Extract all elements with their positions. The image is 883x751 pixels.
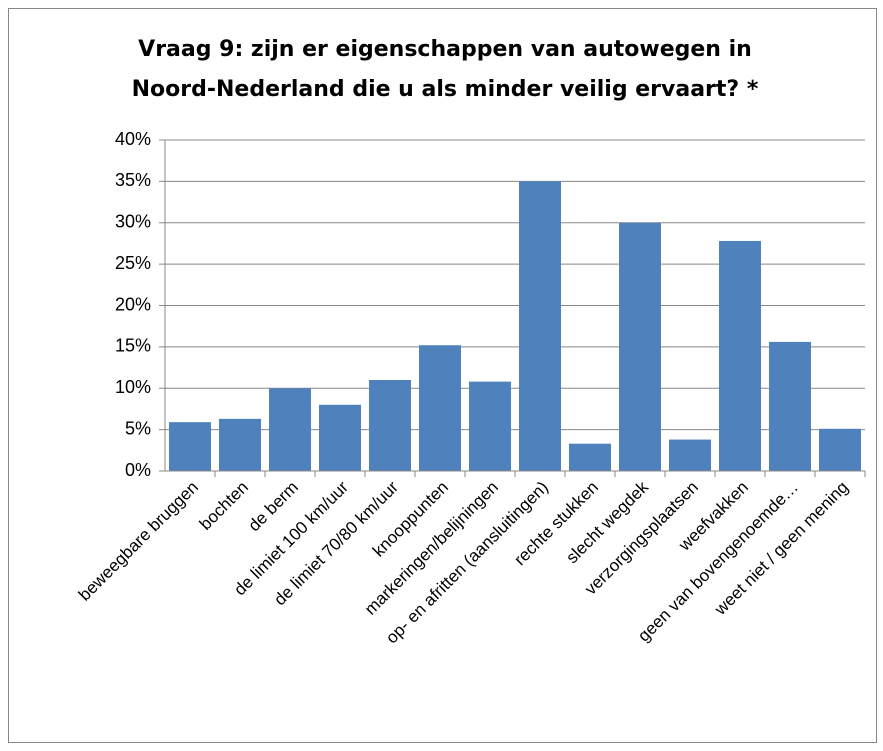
bar	[419, 345, 461, 471]
bar	[169, 422, 211, 471]
chart-title: Vraag 9: zijn er eigenschappen van autow…	[138, 37, 752, 62]
bar	[669, 439, 711, 471]
bar	[519, 181, 561, 471]
y-tick-label: 0%	[125, 460, 151, 480]
y-tick-label: 15%	[115, 336, 151, 356]
bar	[469, 381, 511, 471]
bar	[819, 428, 861, 471]
y-tick-label: 5%	[125, 418, 151, 438]
bar	[619, 222, 661, 471]
y-tick-label: 10%	[115, 377, 151, 397]
bar	[219, 418, 261, 471]
bar	[269, 388, 311, 471]
y-tick-label: 25%	[115, 253, 151, 273]
bar	[569, 443, 611, 471]
bar	[769, 341, 811, 471]
y-tick-label: 40%	[115, 129, 151, 149]
y-tick-label: 30%	[115, 212, 151, 232]
bar	[319, 404, 361, 471]
y-tick-label: 20%	[115, 294, 151, 314]
y-tick-label: 35%	[115, 170, 151, 190]
bar	[369, 379, 411, 471]
bar	[719, 240, 761, 471]
chart-title: Noord-Nederland die u als minder veilig …	[132, 77, 759, 102]
